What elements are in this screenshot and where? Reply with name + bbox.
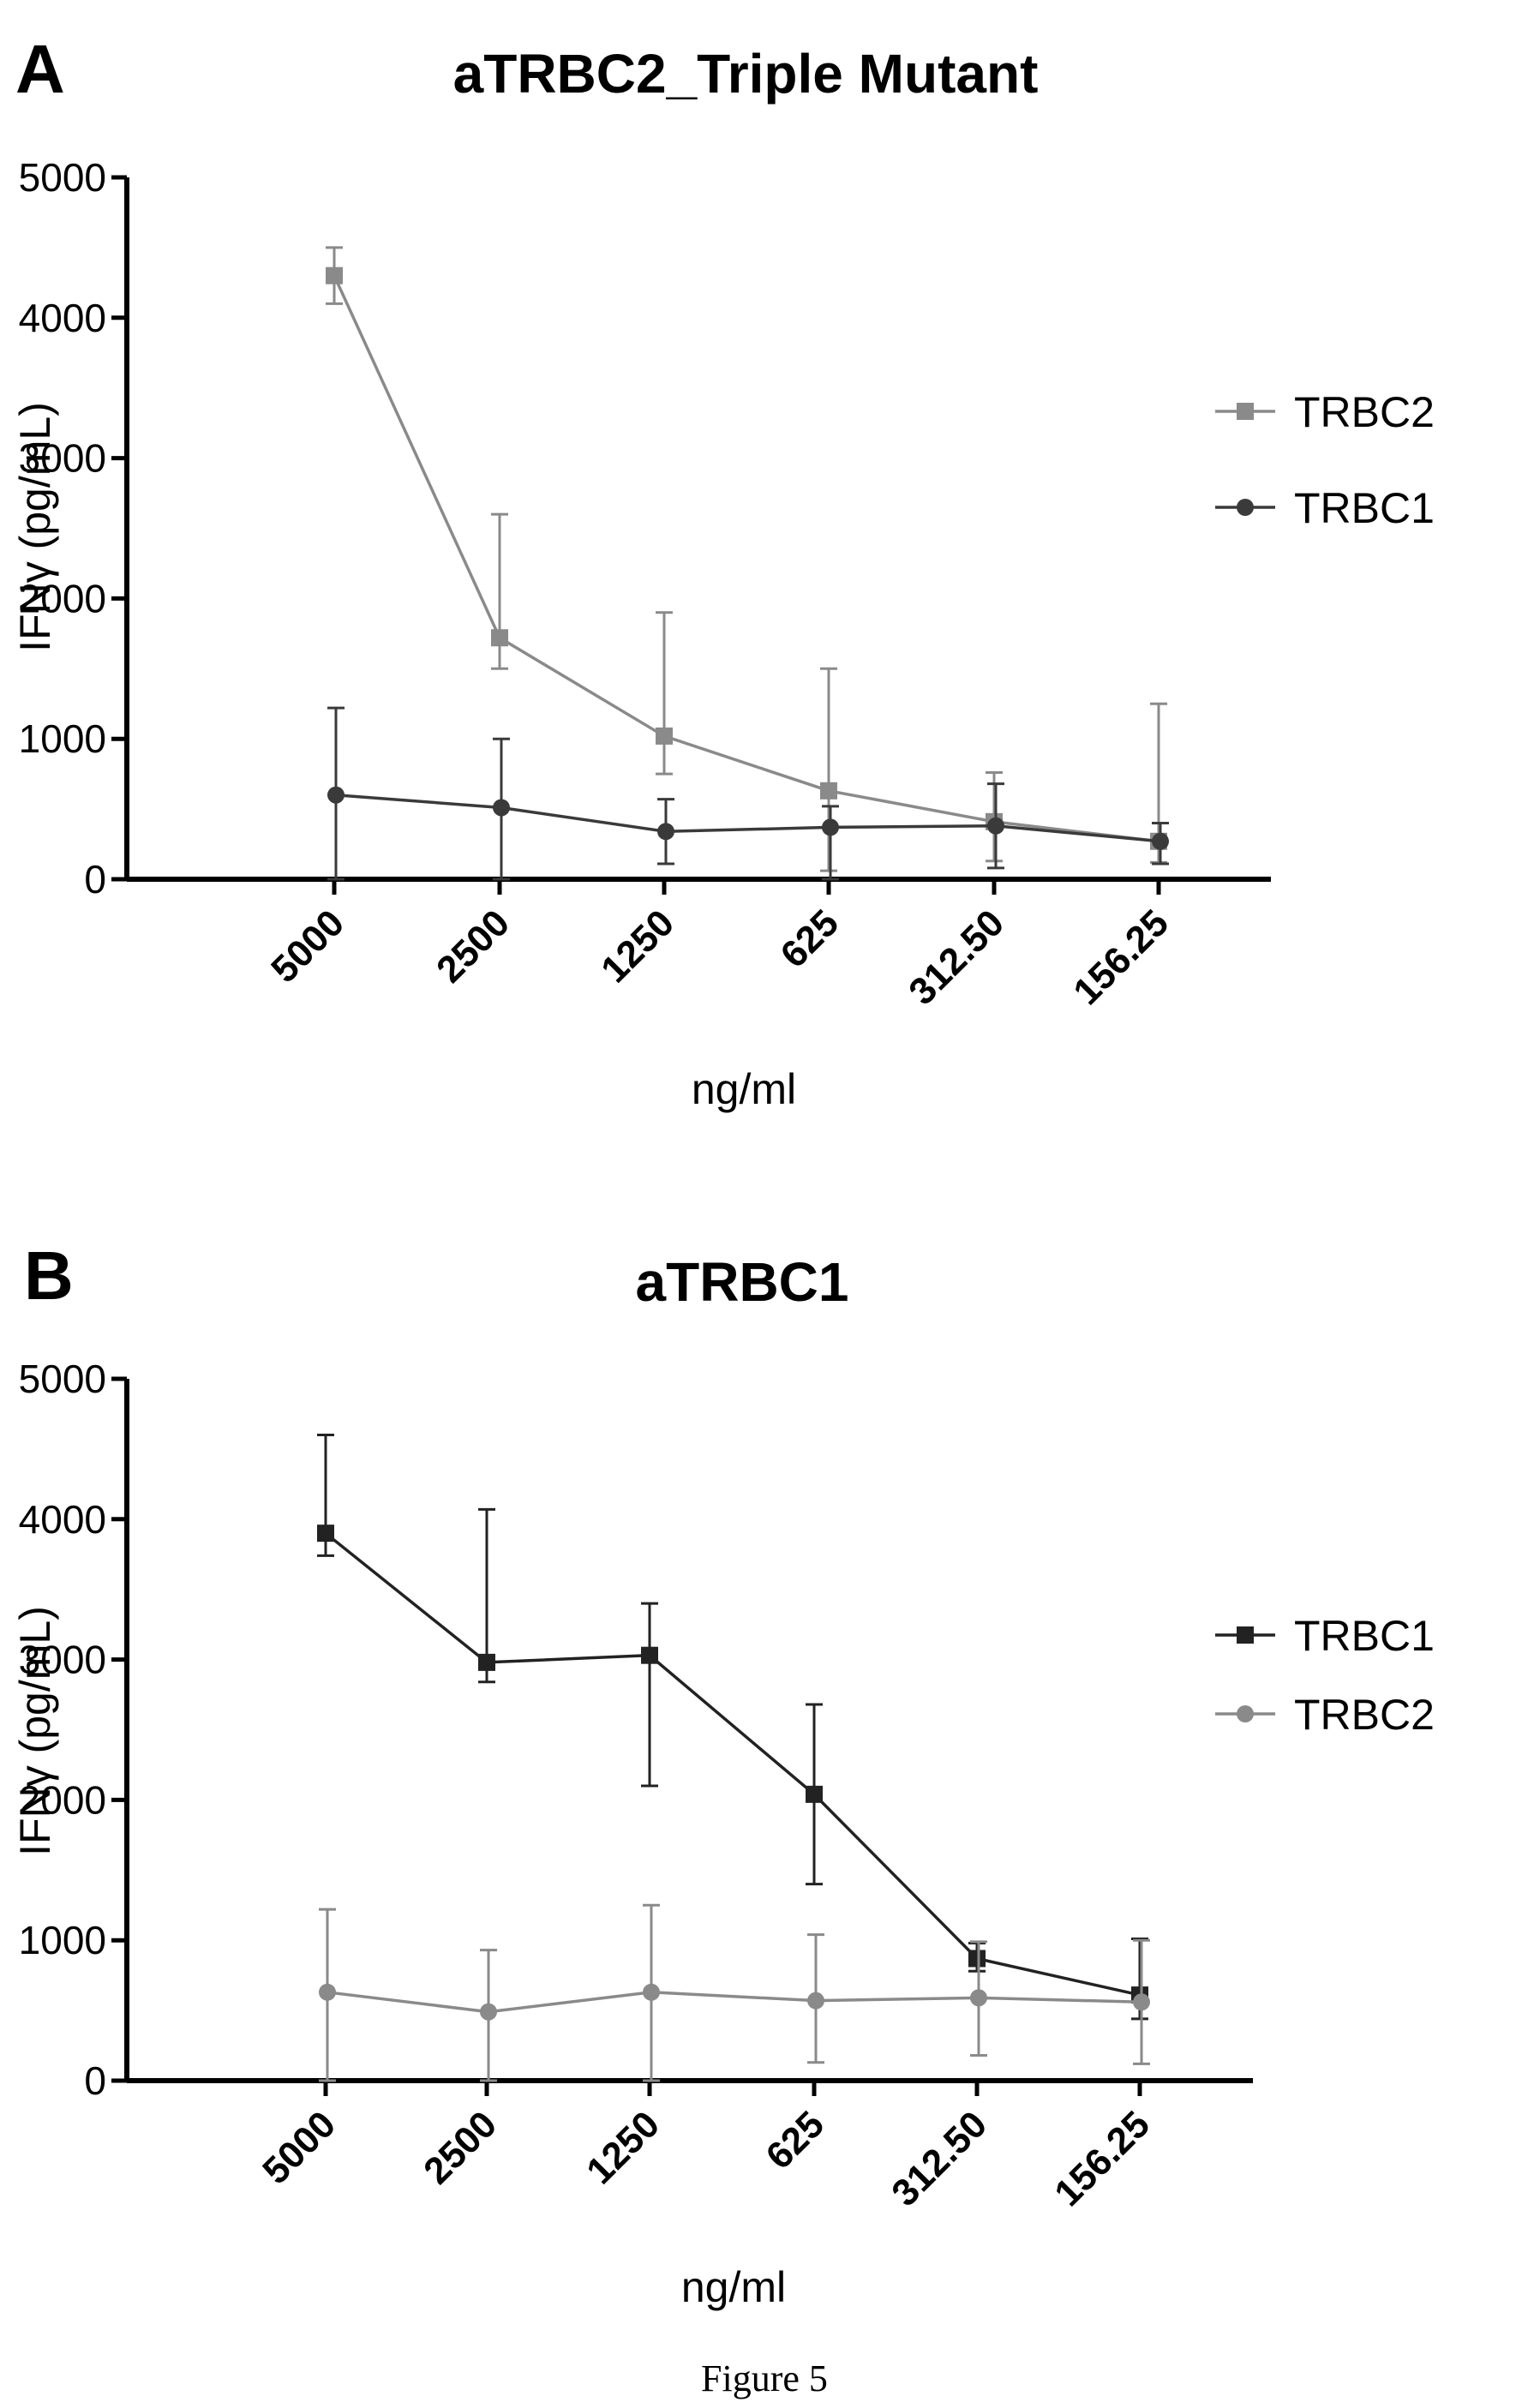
legend-marker (1237, 499, 1254, 516)
y-tick-label: 0 (84, 2058, 106, 2103)
data-point (493, 799, 510, 817)
y-tick-label: 2000 (19, 1777, 106, 1822)
error-bar (478, 1507, 495, 1684)
series-trbc2 (319, 1903, 1150, 2082)
legend-entry-trbc2: TRBC2 (1215, 1691, 1435, 1739)
error-bar (822, 805, 839, 881)
data-point (656, 727, 673, 745)
legend-entry-trbc1: TRBC1 (1215, 1612, 1435, 1660)
data-point (317, 1524, 334, 1542)
legend-entry-trbc1: TRBC1 (1215, 484, 1435, 532)
series-line (333, 274, 1159, 843)
data-point (1152, 832, 1169, 850)
series-line (324, 1531, 1141, 1997)
y-tick-label: 5000 (19, 155, 106, 200)
y-tick-label: 4000 (19, 296, 106, 340)
data-point (807, 1992, 824, 2010)
y-tick-label: 0 (84, 857, 106, 902)
data-point (491, 629, 508, 647)
y-tick-label: 1000 (19, 1918, 106, 1962)
chart-title-b: aTRBC1 (636, 1251, 849, 1313)
data-point (643, 1983, 660, 2001)
data-point (319, 1983, 336, 2001)
y-tick-label: 5000 (19, 1357, 106, 1401)
error-bar (656, 611, 673, 776)
series-trbc2 (326, 246, 1167, 872)
legend-entry-trbc2: TRBC2 (1215, 388, 1435, 436)
data-point (327, 786, 345, 804)
y-tick-label: 4000 (19, 1497, 106, 1542)
series-trbc1 (317, 1434, 1148, 2021)
y-axis-label-b: IFNγ (pg/mL) (11, 1606, 59, 1856)
data-point (820, 782, 837, 800)
data-point (641, 1646, 658, 1664)
x-axis-label-b: ng/ml (681, 2263, 786, 2311)
y-axis-label-a: IFNγ (pg/mL) (11, 402, 59, 652)
chart-title-a: aTRBC2_Triple Mutant (453, 43, 1039, 105)
data-point (970, 1989, 987, 2007)
data-point (326, 267, 343, 285)
legend-label: TRBC2 (1294, 1691, 1435, 1739)
legend-label: TRBC1 (1294, 484, 1435, 532)
legend-label: TRBC2 (1294, 388, 1435, 436)
series-line (335, 793, 1161, 843)
data-point (822, 818, 839, 836)
y-tick-label: 3000 (19, 436, 106, 481)
legend-marker (1237, 1626, 1254, 1644)
panel-letter-a: A (15, 31, 65, 107)
data-point (657, 823, 674, 841)
error-bar (820, 667, 837, 872)
data-point (478, 1653, 495, 1671)
data-point (480, 2003, 497, 2021)
figure-caption: Figure 5 (701, 2357, 828, 2399)
legend-marker (1237, 403, 1254, 420)
y-tick-label: 1000 (19, 716, 106, 761)
y-tick-label: 2000 (19, 576, 106, 620)
data-point (1133, 1993, 1150, 2011)
series-line (327, 1991, 1142, 2014)
data-point (806, 1785, 823, 1803)
data-point (987, 817, 1004, 835)
y-tick-label: 3000 (19, 1638, 106, 1682)
legend-marker (1237, 1705, 1254, 1722)
x-axis-label-a: ng/ml (692, 1065, 796, 1113)
legend-label: TRBC1 (1294, 1612, 1435, 1660)
series-trbc1 (327, 706, 1169, 881)
data-point (968, 1950, 986, 1968)
error-bar (641, 1602, 658, 1788)
panel-letter-b: B (24, 1237, 74, 1314)
